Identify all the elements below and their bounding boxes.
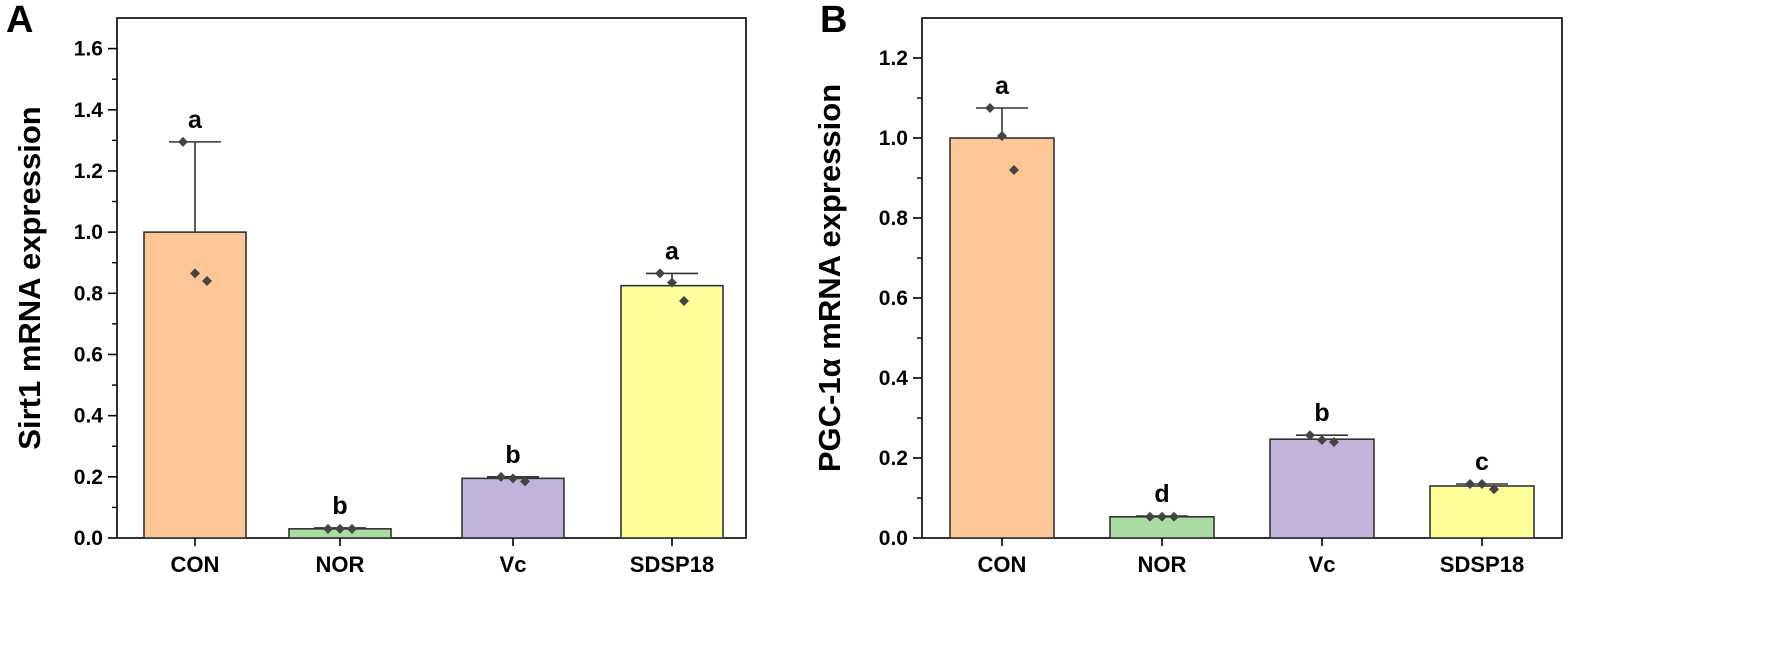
bars-b <box>949 137 1535 539</box>
data-points-a <box>178 136 689 534</box>
data-point-b-sdsp18 <box>1465 479 1475 489</box>
significance-label-a-nor: b <box>332 492 347 520</box>
data-point-a-con <box>202 276 212 287</box>
data-point-b-vc <box>1305 430 1315 441</box>
panel-label-b: B <box>820 0 847 41</box>
data-point-b-vc <box>1329 437 1339 447</box>
plot-frame-b <box>921 17 1563 539</box>
data-point-b-sdsp18 <box>1489 484 1499 495</box>
significance-label-a-con: a <box>188 106 203 134</box>
data-point-a-nor <box>335 523 345 534</box>
x-tick-label-b: SDSP18 <box>1440 552 1524 577</box>
significance-label-a-sdsp18: a <box>665 237 680 265</box>
y-ticks-b: 0.0 0.2 0.4 0.6 0.8 1.0 1.2 <box>879 47 922 550</box>
data-point-b-nor <box>1157 511 1167 522</box>
data-point-a-vc <box>520 476 530 487</box>
data-point-b-sdsp18 <box>1477 479 1487 489</box>
plot-frame-a <box>116 17 747 539</box>
data-point-a-vc <box>496 471 506 482</box>
y-tick-label-b: 0.6 <box>879 287 908 310</box>
significance-labels-b: a d b c <box>995 72 1489 508</box>
bar-b-sdsp18 <box>1429 485 1535 539</box>
significance-label-b-sdsp18: c <box>1475 448 1489 476</box>
data-point-b-con <box>985 103 995 113</box>
y-tick-label-a: 0.2 <box>74 466 103 489</box>
data-point-a-nor <box>347 523 357 534</box>
data-points-b <box>985 103 1499 522</box>
significance-label-b-nor: d <box>1154 480 1169 508</box>
y-tick-label-b: 1.2 <box>879 47 908 70</box>
data-point-b-vc <box>1317 435 1327 445</box>
significance-label-b-vc: b <box>1314 399 1329 427</box>
y-tick-label-a: 0.6 <box>74 343 103 366</box>
bar-a-sdsp18 <box>620 284 724 539</box>
panel-label-a: A <box>6 0 33 41</box>
data-point-b-nor <box>1169 511 1179 522</box>
panel-b: B a d b c 0.0 0.2 0.4 0.6 0.8 1.0 1.2 CON NOR Vc SDS… <box>812 0 1563 577</box>
y-tick-label-a: 0.4 <box>74 405 104 428</box>
y-tick-label-b: 0.2 <box>879 447 908 470</box>
x-tick-label-b: CON <box>978 552 1027 577</box>
significance-label-a-vc: b <box>505 441 520 469</box>
y-tick-label-a: 0.0 <box>74 527 103 550</box>
data-point-a-vc <box>508 473 518 484</box>
y-tick-label-a: 1.6 <box>74 38 103 61</box>
data-point-a-con <box>178 136 188 147</box>
y-tick-label-b: 0.8 <box>879 207 909 230</box>
y-tick-label-a: 0.8 <box>74 282 104 305</box>
y-tick-label-a: 1.2 <box>74 160 103 183</box>
x-tick-label-a: Vc <box>500 552 527 577</box>
data-point-a-con <box>190 268 200 279</box>
y-tick-label-b: 1.0 <box>879 127 908 150</box>
data-point-b-con <box>997 131 1007 141</box>
y-axis-label-b: PGC-1α mRNA expression <box>812 84 847 472</box>
data-point-b-nor <box>1145 511 1155 522</box>
x-tick-label-b: Vc <box>1309 552 1336 577</box>
data-point-a-sdsp18 <box>667 277 677 288</box>
significance-labels-a: a b b a <box>188 106 680 520</box>
y-ticks-a: 0.0 0.2 0.4 0.6 0.8 1.0 1.2 1.4 1.6 <box>74 38 117 550</box>
y-tick-label-b: 0.4 <box>879 367 909 390</box>
bar-b-con <box>949 137 1055 539</box>
x-ticks-a: CON NOR Vc SDSP18 <box>171 538 714 577</box>
x-tick-label-b: NOR <box>1138 552 1187 577</box>
x-tick-label-a: SDSP18 <box>630 552 714 577</box>
data-point-a-sdsp18 <box>655 268 665 279</box>
x-ticks-b: CON NOR Vc SDSP18 <box>978 538 1524 577</box>
y-axis-label-a: Sirt1 mRNA expression <box>12 106 47 449</box>
error-bars-a <box>169 141 698 529</box>
x-tick-label-a: CON <box>171 552 220 577</box>
significance-label-b-con: a <box>995 72 1010 100</box>
bar-a-vc <box>461 477 565 539</box>
bars-a <box>143 231 724 539</box>
data-point-a-nor <box>323 523 333 534</box>
y-tick-label-a: 1.4 <box>74 99 104 122</box>
bar-b-vc <box>1269 438 1375 539</box>
x-tick-label-a: NOR <box>316 552 365 577</box>
data-point-a-sdsp18 <box>679 295 689 306</box>
data-point-b-con <box>1009 165 1019 175</box>
error-bars-b <box>976 107 1508 517</box>
y-tick-label-a: 1.0 <box>74 221 103 244</box>
y-tick-label-b: 0.0 <box>879 527 908 550</box>
panel-a: A a b b a 0.0 0.2 0.4 0.6 0.8 1.0 1.2 1.4 1.6 CON NO… <box>6 0 747 577</box>
